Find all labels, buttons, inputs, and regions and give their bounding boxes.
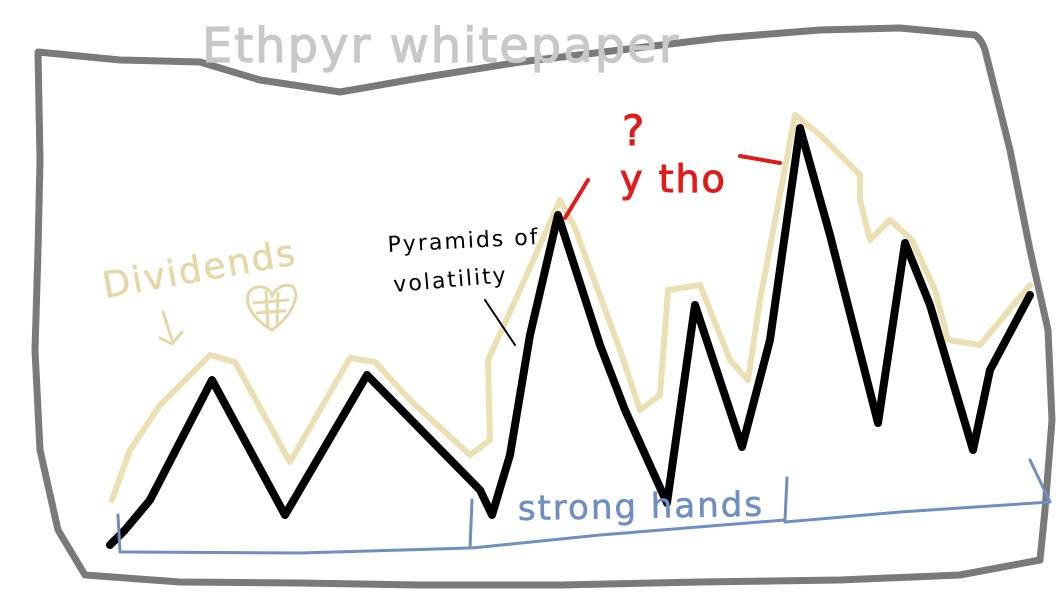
frame-border: [31, 24, 1056, 589]
ytho-pointer-right: [738, 154, 782, 165]
glow-outline: [109, 112, 1033, 503]
ytho-label: y tho: [620, 157, 727, 201]
heart-icon: [246, 283, 298, 332]
price-line: [106, 124, 1034, 549]
pyramids-pointer: [484, 299, 516, 346]
title-text: Ethpyr whitepaper: [202, 18, 680, 74]
dividends-label: Dividends: [99, 232, 300, 306]
ytho-pointer-left: [563, 178, 590, 220]
strong-hands-label: strong hands: [517, 485, 764, 529]
strong-hands-brackets: [116, 458, 1052, 555]
pyramids-label-line1: Pyramids of: [387, 225, 540, 258]
pyramids-label-line2: volatility: [392, 263, 508, 298]
question-mark: ?: [622, 106, 646, 155]
dividends-arrow: [158, 310, 184, 346]
